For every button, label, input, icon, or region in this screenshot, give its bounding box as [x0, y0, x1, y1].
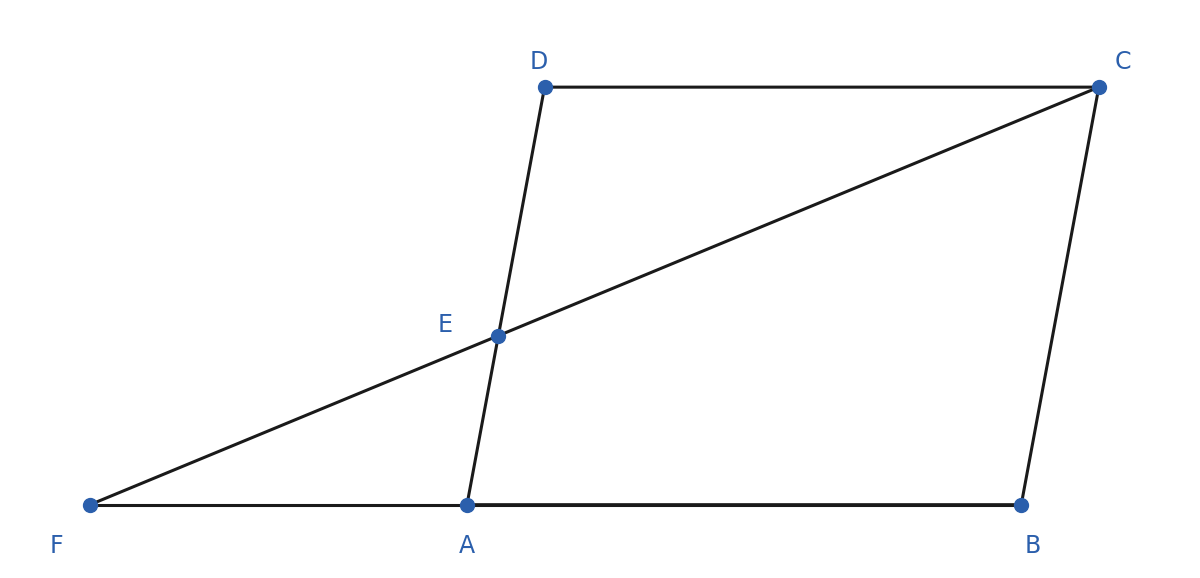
Text: D: D [530, 50, 548, 74]
Text: A: A [458, 534, 475, 558]
Point [535, 83, 554, 92]
Point [457, 500, 476, 509]
Point [80, 500, 100, 509]
Text: C: C [1115, 50, 1132, 74]
Point [1012, 500, 1031, 509]
Text: F: F [50, 534, 64, 558]
Point [1090, 83, 1109, 92]
Text: B: B [1024, 534, 1040, 558]
Text: E: E [438, 313, 452, 336]
Point [488, 331, 508, 340]
